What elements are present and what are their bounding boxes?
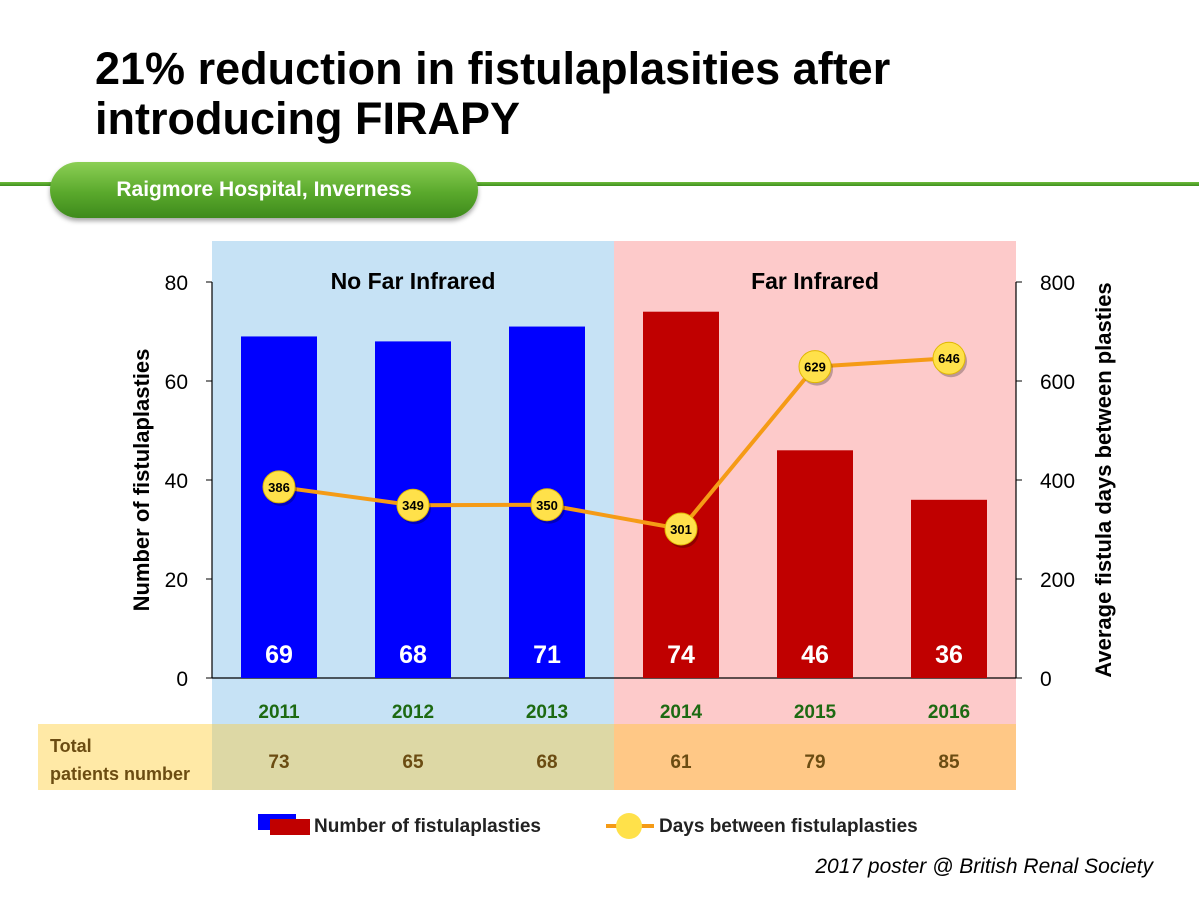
legend-marker bbox=[616, 813, 642, 839]
table-cells-far-infrared bbox=[614, 724, 1016, 790]
y-tick-label-left: 80 bbox=[165, 272, 188, 295]
days-value-label: 349 bbox=[402, 498, 424, 513]
bar bbox=[911, 499, 987, 678]
days-marker bbox=[396, 488, 430, 522]
table-cell: 73 bbox=[268, 752, 289, 773]
legend-swatch-red bbox=[270, 819, 310, 835]
days-value-label: 646 bbox=[938, 351, 960, 366]
y-axis-title-right: Average fistula days between plasties bbox=[1091, 282, 1116, 677]
bar-value-label: 68 bbox=[399, 641, 427, 669]
bar-value-label: 71 bbox=[533, 641, 561, 669]
y-tick-label-left: 20 bbox=[165, 569, 188, 592]
divider-line bbox=[0, 182, 1199, 186]
table-header-text: patients number bbox=[50, 764, 190, 784]
bar-value-label: 69 bbox=[265, 641, 293, 669]
y-tick-label-right: 200 bbox=[1040, 569, 1075, 592]
y-tick-label-left: 60 bbox=[165, 371, 188, 394]
days-marker bbox=[530, 488, 564, 522]
table-header-text: Total bbox=[50, 736, 92, 756]
days-line bbox=[278, 356, 950, 532]
x-tick-label: 2016 bbox=[928, 702, 970, 723]
x-tick-label: 2012 bbox=[392, 702, 434, 723]
region-label: Far Infrared bbox=[751, 268, 879, 294]
page-title: 21% reduction in fistulaplasities after … bbox=[95, 44, 1095, 144]
x-tick-label: 2015 bbox=[794, 702, 837, 723]
bar bbox=[241, 336, 317, 678]
table-cell: 68 bbox=[536, 752, 557, 773]
y-tick-label-left: 40 bbox=[165, 470, 188, 493]
y-tick-label-right: 800 bbox=[1040, 272, 1075, 295]
x-tick-label: 2011 bbox=[258, 702, 300, 723]
days-value-label: 629 bbox=[804, 360, 826, 375]
days-marker bbox=[664, 512, 698, 546]
y-tick-label-left: 0 bbox=[176, 668, 188, 691]
bar-value-label: 74 bbox=[667, 641, 695, 669]
bar bbox=[643, 311, 719, 678]
table-cell: 79 bbox=[804, 752, 825, 773]
region-label: No Far Infrared bbox=[331, 268, 496, 294]
table-cell: 65 bbox=[402, 752, 424, 773]
credit-text: 2017 poster @ British Renal Society bbox=[815, 855, 1153, 878]
bar-value-label: 46 bbox=[801, 641, 829, 669]
table-cell: 85 bbox=[938, 752, 960, 773]
days-value-label: 350 bbox=[536, 498, 558, 513]
days-marker bbox=[262, 470, 296, 504]
bar-value-label: 36 bbox=[935, 641, 963, 669]
y-tick-label-right: 400 bbox=[1040, 470, 1075, 493]
table-header-cell bbox=[38, 724, 212, 790]
legend-label: Number of fistulaplasties bbox=[314, 816, 541, 837]
days-value-label: 301 bbox=[670, 522, 692, 537]
bar bbox=[777, 450, 853, 678]
table-cell: 61 bbox=[670, 752, 692, 773]
y-tick-label-right: 0 bbox=[1040, 668, 1052, 691]
days-value-label: 386 bbox=[268, 480, 290, 495]
x-tick-label: 2014 bbox=[660, 702, 703, 723]
table-cells-no-far-infrared bbox=[212, 724, 614, 790]
title-line-1: 21% reduction in fistulaplasities after bbox=[95, 43, 891, 94]
y-axis-title-left: Number of fistulaplasties bbox=[129, 349, 154, 612]
y-tick-label-right: 600 bbox=[1040, 371, 1075, 394]
title-line-2: introducing FIRAPY bbox=[95, 93, 520, 144]
legend-label: Days between fistulaplasties bbox=[659, 816, 918, 837]
x-tick-label: 2013 bbox=[526, 702, 568, 723]
days-marker bbox=[798, 350, 832, 384]
days-marker bbox=[932, 341, 966, 375]
hospital-badge: Raigmore Hospital, Inverness bbox=[50, 162, 478, 218]
